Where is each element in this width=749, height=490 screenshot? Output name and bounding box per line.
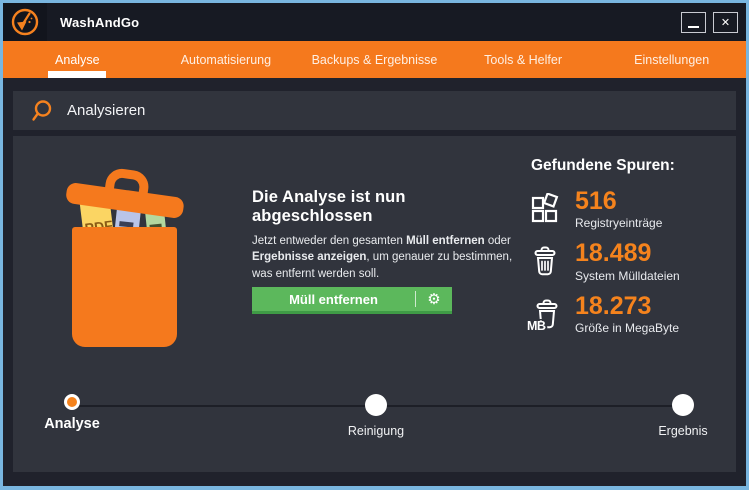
tab-backups-ergebnisse-label: Backups & Ergebnisse (311, 52, 438, 67)
window-title: WashAndGo (60, 14, 140, 30)
trash-can-body (72, 227, 177, 347)
registry-icon (531, 192, 559, 225)
gear-icon[interactable]: ⚙ (427, 291, 441, 308)
mb-icon-text: MB (527, 318, 546, 333)
section-title: Analysieren (67, 102, 146, 119)
tab-backups-ergebnisse[interactable]: Backups & Ergebnisse (300, 41, 449, 78)
step-analyse-dot (64, 394, 80, 410)
step-reinigung: Reinigung (306, 394, 446, 438)
analysis-heading: Die Analyse ist nun abgeschlossen (252, 188, 406, 225)
tab-analyse-label: Analyse (55, 52, 100, 67)
stat-registry: 516 Registryeinträge (531, 188, 741, 230)
main-nav: Analyse Automatisierung Backups & Ergebn… (3, 41, 746, 78)
stat-junk-files: 18.489 System Mülldateien (531, 239, 741, 283)
minimize-button[interactable] (681, 11, 706, 33)
trash-can-illustration: PDF (66, 168, 184, 347)
content-panel: PDF (13, 136, 736, 472)
found-traces-panel: Gefundene Spuren: 516 Registryeinträge (527, 157, 741, 345)
tab-automatisierung-label: Automatisierung (180, 52, 272, 67)
junk-files-count: 18.489 (575, 239, 652, 268)
close-icon: ✕ (720, 16, 731, 29)
found-traces-heading: Gefundene Spuren: (531, 157, 675, 174)
tab-einstellungen-label: Einstellungen (634, 52, 710, 67)
magnifier-icon (32, 99, 52, 121)
tab-automatisierung[interactable]: Automatisierung (152, 41, 301, 78)
registry-count: 516 (575, 187, 617, 215)
step-ergebnis-dot (672, 394, 694, 416)
step-ergebnis: Ergebnis (613, 394, 746, 438)
step-reinigung-dot (365, 394, 387, 416)
section-header: Analysieren (13, 91, 736, 130)
megabytes-count: 18.273 (575, 291, 652, 320)
step-analyse-label: Analyse (44, 416, 100, 432)
analysis-description: Jetzt entweder den gesamten Müll entfern… (252, 235, 513, 280)
trash-mb-icon: MB (527, 298, 559, 333)
step-ergebnis-label: Ergebnis (658, 424, 708, 438)
window-controls: ✕ (681, 11, 738, 33)
app-body: Analysieren PDF (3, 78, 746, 486)
remove-trash-button[interactable]: Müll entfernen ⚙ (252, 287, 452, 314)
tab-tools-helfer-label: Tools & Helfer (484, 52, 562, 67)
titlebar: WashAndGo ✕ (3, 3, 746, 41)
step-analyse: Analyse (3, 394, 142, 432)
analysis-message: Die Analyse ist nun abgeschlossen Jetzt … (252, 188, 514, 282)
close-button[interactable]: ✕ (713, 11, 738, 33)
registry-label: Registryeinträge (575, 216, 663, 231)
trash-icon (531, 245, 559, 277)
app-logo (3, 3, 47, 41)
washandgo-logo-icon (11, 8, 39, 36)
stat-megabytes: MB 18.273 Größe in MegaByte (527, 291, 741, 335)
megabytes-label: Größe in MegaByte (575, 320, 680, 335)
tab-einstellungen[interactable]: Einstellungen (597, 41, 746, 78)
minimize-icon (688, 25, 699, 28)
tab-analyse[interactable]: Analyse (3, 41, 152, 78)
step-reinigung-label: Reinigung (347, 424, 405, 438)
tab-tools-helfer[interactable]: Tools & Helfer (449, 41, 598, 78)
remove-trash-button-label: Müll entfernen (289, 291, 378, 307)
junk-files-label: System Mülldateien (575, 268, 680, 283)
button-divider (415, 291, 416, 307)
trash-can-lid (66, 168, 184, 218)
